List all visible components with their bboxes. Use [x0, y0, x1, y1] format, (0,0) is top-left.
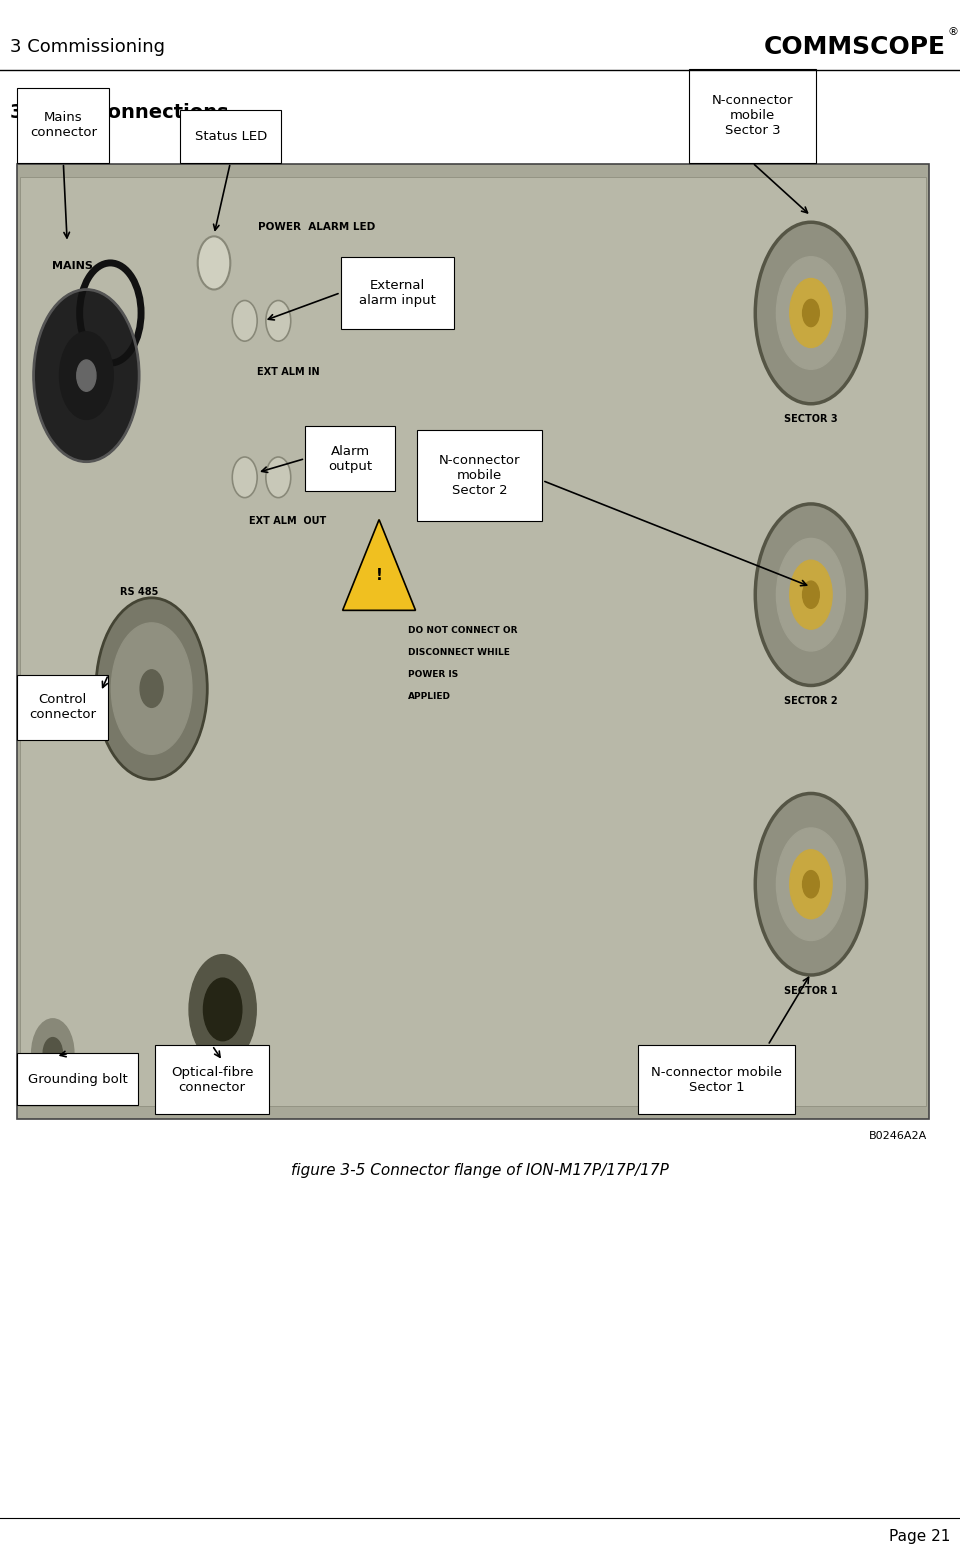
Text: SECTOR 1: SECTOR 1	[784, 986, 838, 995]
Text: ⏚: ⏚	[155, 1052, 168, 1070]
Text: !: !	[376, 568, 382, 584]
Text: Page 21: Page 21	[889, 1529, 950, 1545]
Text: ®: ®	[948, 28, 958, 38]
FancyBboxPatch shape	[341, 257, 454, 329]
Circle shape	[776, 828, 846, 941]
Text: 3 Commissioning: 3 Commissioning	[10, 38, 164, 56]
Circle shape	[802, 870, 820, 898]
Circle shape	[776, 257, 846, 369]
FancyBboxPatch shape	[689, 69, 816, 163]
Circle shape	[790, 850, 832, 919]
FancyBboxPatch shape	[17, 164, 929, 1119]
Text: APPLIED: APPLIED	[407, 692, 451, 701]
Circle shape	[111, 623, 192, 754]
Circle shape	[32, 1019, 74, 1088]
Text: SECTOR 3: SECTOR 3	[784, 415, 838, 424]
Circle shape	[755, 222, 867, 404]
Circle shape	[266, 457, 291, 498]
Circle shape	[802, 581, 820, 609]
FancyBboxPatch shape	[306, 426, 395, 491]
Circle shape	[96, 598, 208, 779]
Text: Alarm
output: Alarm output	[329, 444, 372, 473]
FancyBboxPatch shape	[156, 1045, 269, 1114]
Circle shape	[198, 236, 231, 290]
Circle shape	[266, 300, 291, 341]
Text: 3.2.2.   Connections: 3.2.2. Connections	[10, 103, 228, 122]
Text: Mains
connector: Mains connector	[30, 111, 97, 139]
Text: POWER IS: POWER IS	[407, 670, 458, 679]
Circle shape	[77, 360, 96, 391]
Circle shape	[790, 560, 832, 629]
Text: External
alarm input: External alarm input	[358, 279, 435, 307]
Circle shape	[34, 290, 139, 462]
Text: RS 485: RS 485	[120, 587, 159, 596]
FancyBboxPatch shape	[17, 88, 110, 163]
FancyBboxPatch shape	[17, 675, 109, 740]
Polygon shape	[343, 520, 415, 610]
Text: POWER  ALARM LED: POWER ALARM LED	[259, 222, 376, 232]
Text: N-connector mobile
Sector 1: N-connector mobile Sector 1	[651, 1066, 782, 1094]
Text: N-connector
mobile
Sector 3: N-connector mobile Sector 3	[712, 94, 793, 138]
Circle shape	[776, 538, 846, 651]
Circle shape	[755, 793, 867, 975]
FancyBboxPatch shape	[638, 1045, 795, 1114]
Circle shape	[233, 457, 258, 498]
FancyBboxPatch shape	[20, 177, 926, 1106]
Text: B0246A2A: B0246A2A	[869, 1131, 927, 1141]
Circle shape	[233, 300, 258, 341]
Text: EXT ALM  OUT: EXT ALM OUT	[249, 516, 327, 526]
Circle shape	[140, 670, 163, 707]
Text: figure 3-5 Connector flange of ION-M17P/17P/17P: figure 3-5 Connector flange of ION-M17P/…	[291, 1163, 669, 1178]
FancyBboxPatch shape	[417, 430, 542, 521]
Circle shape	[755, 504, 867, 685]
Circle shape	[189, 955, 257, 1064]
Circle shape	[802, 299, 820, 327]
Text: Grounding bolt: Grounding bolt	[28, 1072, 128, 1086]
Text: MAINS: MAINS	[52, 261, 92, 271]
Circle shape	[204, 978, 242, 1041]
Text: DISCONNECT WHILE: DISCONNECT WHILE	[407, 648, 509, 657]
Text: SECTOR 2: SECTOR 2	[784, 696, 838, 706]
Circle shape	[790, 279, 832, 347]
Text: Optical-fibre
connector: Optical-fibre connector	[171, 1066, 254, 1094]
Text: DO NOT CONNECT OR: DO NOT CONNECT OR	[407, 626, 517, 635]
Circle shape	[60, 332, 113, 419]
Text: Control
connector: Control connector	[30, 693, 96, 721]
Text: EXT ALM IN: EXT ALM IN	[257, 368, 319, 377]
Text: Status LED: Status LED	[195, 130, 267, 142]
Text: COMMSCOPE: COMMSCOPE	[763, 34, 946, 59]
Circle shape	[43, 1038, 62, 1069]
FancyBboxPatch shape	[17, 1053, 138, 1105]
FancyBboxPatch shape	[181, 110, 282, 163]
Text: N-connector
mobile
Sector 2: N-connector mobile Sector 2	[439, 454, 521, 498]
